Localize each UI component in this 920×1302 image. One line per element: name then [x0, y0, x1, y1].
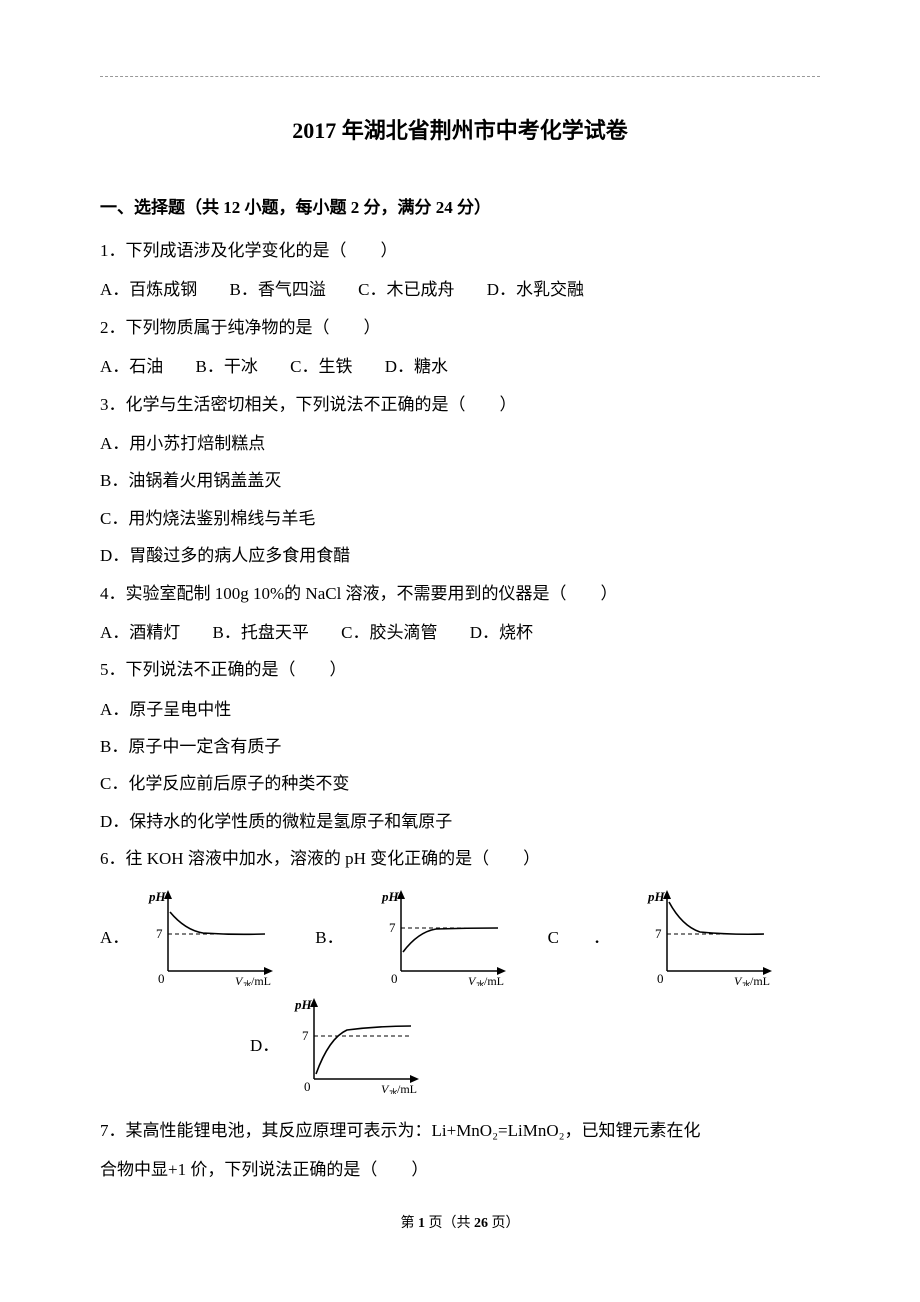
q6-chartD: pH 7 0 V水/mL	[289, 994, 429, 1094]
q5-stem: 5．下列说法不正确的是（ ）	[100, 651, 820, 688]
svg-text:/mL: /mL	[251, 974, 271, 986]
svg-text:pH: pH	[294, 997, 313, 1012]
q3-stem: 3．化学与生活密切相关，下列说法不正确的是（ ）	[100, 386, 820, 423]
q5-options: A．原子呈电中性 B．原子中一定含有质子 C．化学反应前后原子的种类不变 D．保…	[100, 691, 820, 841]
q4-optD: D．烧杯	[470, 623, 533, 642]
svg-text:/mL: /mL	[397, 1082, 417, 1094]
q1-stem: 1．下列成语涉及化学变化的是（ ）	[100, 232, 820, 269]
q3-options: A．用小苏打焙制糕点 B．油锅着火用锅盖盖灭 C．用灼烧法鉴别棉线与羊毛 D．胃…	[100, 425, 820, 575]
q6-optA-label: A．	[100, 923, 129, 948]
q2-optA: A．石油	[100, 357, 163, 376]
q3-optA: A．用小苏打焙制糕点	[100, 425, 820, 462]
section-1-header: 一、选择题（共 12 小题，每小题 2 分，满分 24 分）	[100, 193, 820, 218]
q1-options: A．百炼成钢 B．香气四溢 C．木已成舟 D．水乳交融	[100, 271, 820, 308]
svg-text:0: 0	[304, 1079, 311, 1094]
svg-text:/mL: /mL	[750, 974, 770, 986]
q4-options: A．酒精灯 B．托盘天平 C．胶头滴管 D．烧杯	[100, 614, 820, 651]
svg-text:pH: pH	[148, 889, 167, 904]
q5-optD: D．保持水的化学性质的微粒是氢原子和氧原子	[100, 803, 820, 840]
svg-text:7: 7	[655, 926, 662, 941]
q2-optD: D．糖水	[385, 357, 448, 376]
q6-stem: 6．往 KOH 溶液中加水，溶液的 pH 变化正确的是（ ）	[100, 840, 820, 877]
footer-mid: 页（共	[425, 1216, 474, 1231]
q1-optD: D．水乳交融	[487, 280, 584, 299]
footer-total: 26	[474, 1216, 488, 1231]
q6-options-row1: A． pH 7 0 V水/mL B． pH 7 0 V水/mL C ． pH 7…	[100, 886, 820, 986]
footer-suffix: 页）	[488, 1216, 520, 1231]
page-footer: 第 1 页（共 26 页）	[0, 1212, 920, 1232]
q4-optB: B．托盘天平	[213, 623, 309, 642]
q4-stem: 4．实验室配制 100g 10%的 NaCl 溶液，不需要用到的仪器是（ ）	[100, 575, 820, 612]
q1-optC: C．木已成舟	[358, 280, 454, 299]
svg-text:pH: pH	[381, 889, 400, 904]
q5-optB: B．原子中一定含有质子	[100, 728, 820, 765]
q7-line1: 7．某高性能锂电池，其反应原理可表示为：Li+MnO₂=LiMnO₂，已知锂元素…	[100, 1112, 820, 1149]
q2-options: A．石油 B．干冰 C．生铁 D．糖水	[100, 348, 820, 385]
q6-chartB: pH 7 0 V水/mL	[376, 886, 516, 986]
q3-optC: C．用灼烧法鉴别棉线与羊毛	[100, 500, 820, 537]
q1-optA: A．百炼成钢	[100, 280, 197, 299]
page-title: 2017 年湖北省荆州市中考化学试卷	[100, 113, 820, 145]
svg-text:0: 0	[391, 971, 398, 986]
q1-optB: B．香气四溢	[230, 280, 326, 299]
svg-text:0: 0	[158, 971, 165, 986]
q3-optB: B．油锅着火用锅盖盖灭	[100, 462, 820, 499]
q5-optC: C．化学反应前后原子的种类不变	[100, 765, 820, 802]
q2-optC: C．生铁	[290, 357, 352, 376]
q4-optC: C．胶头滴管	[341, 623, 437, 642]
svg-text:pH: pH	[647, 889, 666, 904]
footer-page-no: 1	[418, 1216, 425, 1231]
q3-optD: D．胃酸过多的病人应多食用食醋	[100, 537, 820, 574]
svg-text:0: 0	[657, 971, 664, 986]
svg-text:7: 7	[156, 926, 163, 941]
svg-text:7: 7	[389, 920, 396, 935]
q5-optA: A．原子呈电中性	[100, 691, 820, 728]
q2-stem: 2．下列物质属于纯净物的是（ ）	[100, 309, 820, 346]
q6-options-row2: D． pH 7 0 V水/mL	[100, 994, 820, 1094]
q6-chartC: pH 7 0 V水/mL	[642, 886, 782, 986]
svg-text:7: 7	[302, 1028, 309, 1043]
q6-optC-label: C ．	[548, 923, 610, 948]
q6-optD-label: D．	[250, 1031, 279, 1056]
q4-optA: A．酒精灯	[100, 623, 180, 642]
top-rule	[100, 76, 820, 77]
q6-optB-label: B．	[315, 923, 343, 948]
footer-prefix: 第	[401, 1216, 419, 1231]
q7-line2: 合物中显+1 价，下列说法正确的是（ ）	[100, 1151, 820, 1188]
q6-chartA: pH 7 0 V水/mL	[143, 886, 283, 986]
q2-optB: B．干冰	[196, 357, 258, 376]
svg-text:/mL: /mL	[484, 974, 504, 986]
